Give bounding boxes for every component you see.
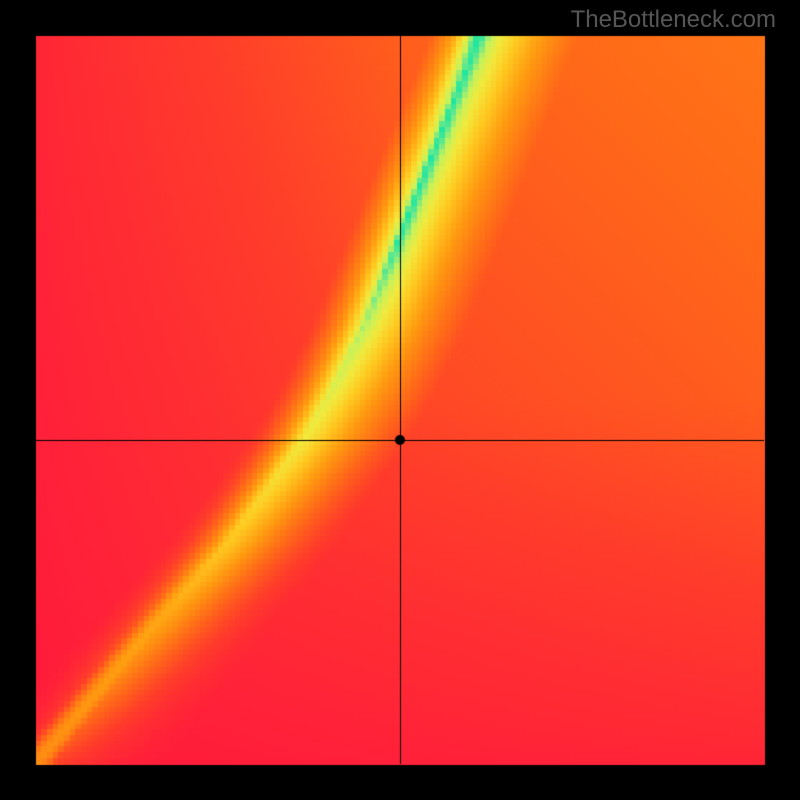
chart-container: TheBottleneck.com (0, 0, 800, 800)
watermark-text: TheBottleneck.com (571, 6, 776, 34)
bottleneck-heatmap (0, 0, 800, 800)
